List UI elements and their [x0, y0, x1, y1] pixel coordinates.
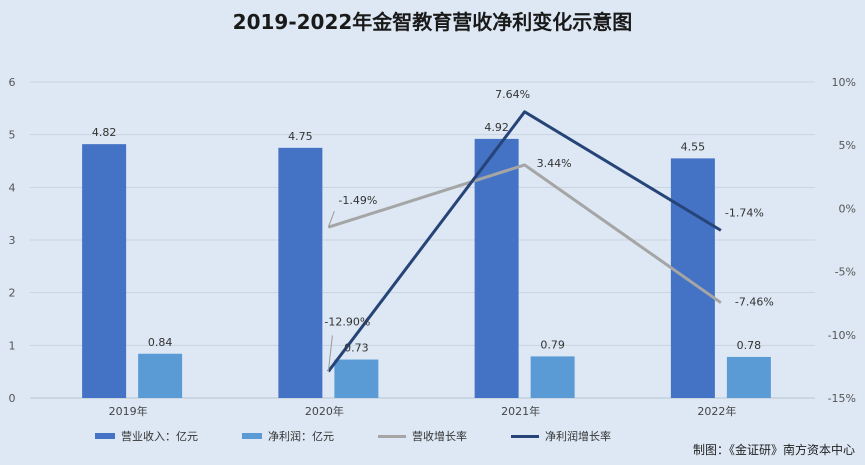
line-data-label: -12.90% [324, 315, 370, 328]
y-tick-label: 6 [9, 76, 16, 89]
y-tick-label: 3 [9, 234, 16, 247]
x-tick-label: 2022年 [697, 404, 736, 418]
x-tick-label: 2019年 [109, 404, 148, 418]
bar-net-profit [138, 353, 183, 398]
y2-tick-label: -10% [828, 329, 856, 342]
line-data-label: -1.49% [338, 194, 377, 207]
y2-tick-label: -5% [835, 266, 856, 279]
legend-label-net-profit: 净利润：亿元 [268, 430, 334, 443]
bar-revenue [278, 147, 323, 398]
y2-tick-label: 10% [832, 76, 856, 89]
bar-data-label: 0.79 [540, 338, 565, 351]
legend-swatch-net-profit [242, 433, 262, 439]
y2-tick-label: 5% [839, 139, 856, 152]
bar-data-label: 0.78 [737, 339, 762, 352]
y-tick-label: 4 [9, 181, 16, 194]
y2-tick-label: 0% [839, 202, 856, 215]
legend-item-revenue: 营业收入：亿元 [95, 428, 198, 444]
y-tick-label: 1 [9, 339, 16, 352]
line-data-label: 7.64% [495, 88, 530, 101]
x-tick-label: 2021年 [501, 404, 540, 418]
bar-net-profit [334, 359, 379, 398]
line-data-label: -1.74% [725, 206, 764, 219]
bar-revenue [670, 158, 715, 398]
legend-label-revenue-growth: 营收增长率 [412, 430, 467, 443]
x-tick-label: 2020年 [305, 404, 344, 418]
legend-item-net-profit: 净利润：亿元 [242, 428, 334, 444]
y-tick-label: 0 [9, 392, 16, 405]
legend-label-revenue: 营业收入：亿元 [121, 430, 198, 443]
legend-swatch-revenue [95, 433, 115, 439]
legend-line-revenue-growth [378, 434, 406, 438]
line-net-profit-growth [327, 110, 722, 373]
bar-data-label: 4.92 [484, 121, 509, 134]
legend-item-revenue-growth: 营收增长率 [378, 428, 467, 444]
y2-tick-label: -15% [828, 392, 856, 405]
legend-line-net-profit-growth [511, 434, 539, 438]
bar-revenue [474, 138, 519, 398]
bar-data-label: 4.75 [288, 130, 313, 143]
label-leader-line [327, 211, 335, 228]
bar-data-label: 0.84 [148, 336, 173, 349]
line-data-label: 3.44% [537, 157, 572, 170]
bar-net-profit [726, 356, 771, 398]
bar-data-label: 4.55 [681, 140, 706, 153]
chart-title: 2019-2022年金智教育营收净利变化示意图 [232, 10, 633, 34]
y-tick-label: 2 [9, 287, 16, 300]
bar-revenue [82, 144, 127, 398]
label-leader-line [327, 335, 333, 372]
bar-net-profit [530, 356, 575, 398]
bar-data-label: 0.73 [344, 342, 369, 355]
legend: 营业收入：亿元 净利润：亿元 营收增长率 净利润增长率 [95, 427, 655, 445]
line-revenue-growth [327, 163, 722, 304]
legend-item-net-profit-growth: 净利润增长率 [511, 428, 611, 444]
line-data-label: -7.46% [735, 296, 774, 309]
credit-text: 制图：《金证研》南方资本中心 [692, 443, 855, 457]
y-tick-label: 5 [9, 129, 16, 142]
legend-label-net-profit-growth: 净利润增长率 [545, 430, 611, 443]
bar-data-label: 4.82 [92, 126, 117, 139]
